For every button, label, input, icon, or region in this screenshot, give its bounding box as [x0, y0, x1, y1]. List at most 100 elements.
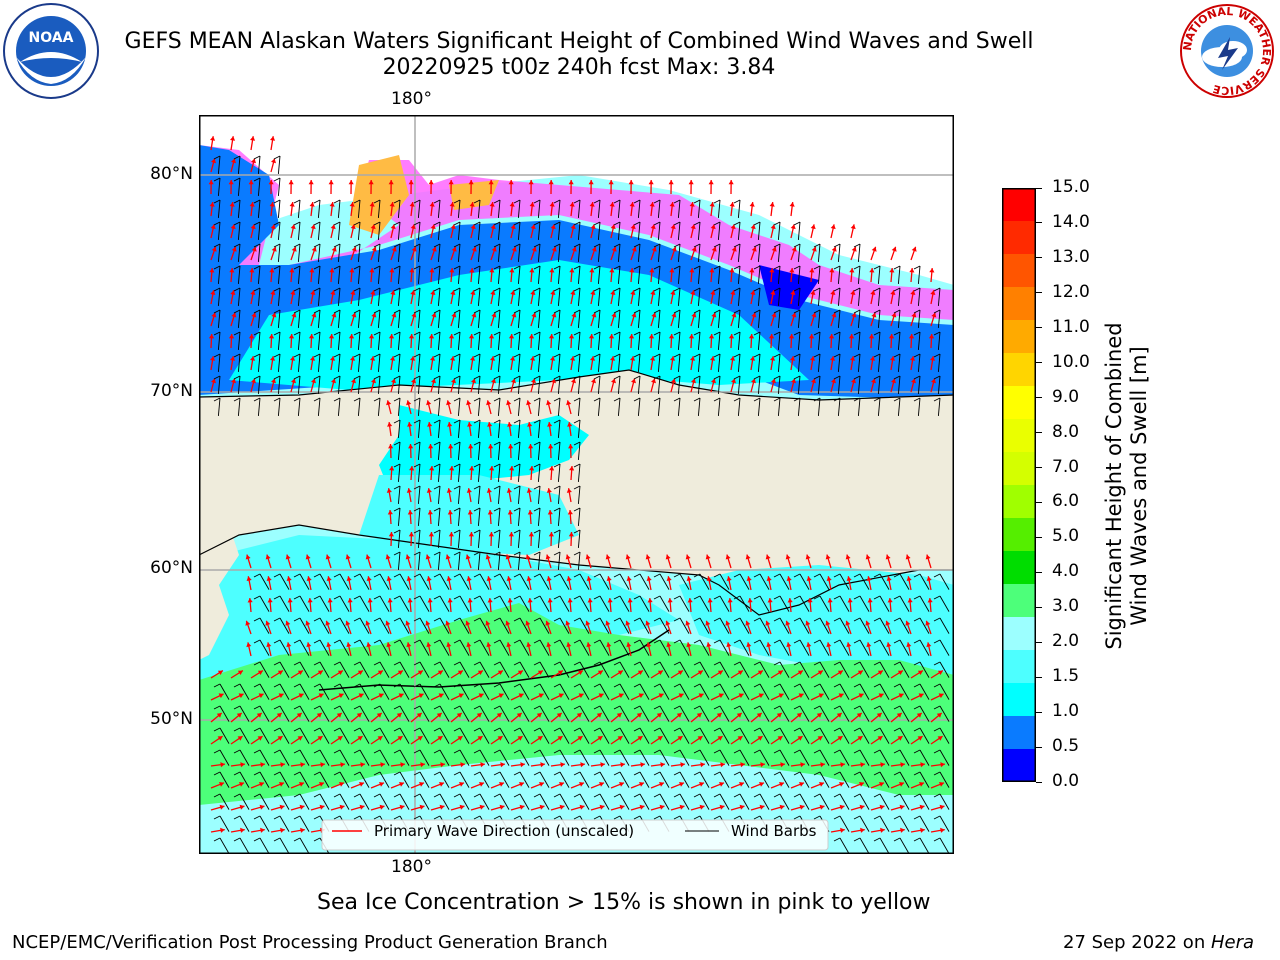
wind-barb — [933, 749, 950, 766]
wind-barb — [293, 265, 301, 284]
wave-arrow-head — [820, 762, 825, 768]
wind-barb — [813, 727, 830, 744]
wave-arrow-head — [488, 444, 494, 449]
wind-barb — [553, 727, 570, 744]
wave-arrow-head — [511, 246, 517, 252]
colorbar-tick-label: 7.0 — [1052, 456, 1080, 477]
wave-arrow-head — [620, 762, 625, 768]
wind-barb — [893, 331, 901, 350]
wave-arrow-head — [408, 180, 414, 185]
wind-barb — [333, 243, 341, 262]
wave-arrow-head — [930, 290, 936, 295]
wave-arrow-head — [730, 290, 736, 295]
wind-barb — [453, 243, 461, 262]
wave-arrow-head — [730, 224, 736, 230]
wave-arrow-head — [779, 782, 784, 787]
wave-arrow-head — [557, 736, 563, 741]
wave-arrow-head — [425, 554, 431, 560]
wave-arrow-head — [676, 713, 682, 718]
wind-barb — [253, 309, 261, 328]
wave-arrow-head — [709, 202, 715, 207]
wind-barb — [453, 441, 461, 460]
wind-barb — [793, 749, 810, 766]
wave-arrow-head — [390, 224, 396, 230]
wave-arrow-head — [699, 804, 705, 810]
wave-arrow-head — [846, 642, 852, 648]
wind-barb — [613, 727, 630, 744]
wave-arrow-head — [651, 378, 656, 384]
wind-barb — [433, 661, 450, 678]
wave-arrow-head — [310, 356, 316, 361]
wave-arrow-head — [639, 804, 645, 810]
wind-barb — [393, 287, 401, 306]
wave-arrow-head — [565, 554, 571, 560]
wave-arrow-head — [386, 576, 392, 581]
wind-barb — [373, 199, 381, 218]
wind-barb — [473, 221, 481, 240]
wind-barb — [493, 771, 510, 788]
sea-ice-note: Sea Ice Concentration > 15% is shown in … — [317, 890, 931, 915]
wave-arrow-head — [468, 532, 474, 537]
wave-arrow-head — [445, 620, 451, 626]
wave-arrow-head — [251, 158, 256, 164]
wind-barb — [713, 375, 721, 394]
colorbar-tick-label: 8.0 — [1052, 421, 1080, 442]
wave-arrow-head — [536, 713, 542, 718]
wind-barb — [753, 661, 770, 678]
wave-arrow-head — [530, 356, 536, 361]
wind-barb — [553, 793, 570, 810]
wind-barb — [633, 331, 641, 350]
wave-arrow-head — [491, 246, 497, 252]
wind-barb — [733, 595, 750, 612]
wave-arrow-head — [311, 378, 316, 384]
wave-arrow-head — [377, 670, 383, 675]
wind-barb — [713, 287, 721, 306]
wave-arrow-head — [217, 670, 223, 675]
wind-barb — [653, 331, 661, 350]
wind-barb — [433, 683, 450, 700]
wind-barb — [893, 771, 910, 788]
wave-arrow-head — [526, 576, 532, 581]
wind-barb — [453, 331, 461, 350]
wave-arrow-head — [537, 670, 543, 675]
wind-barb — [413, 749, 430, 766]
wave-arrow-head — [611, 378, 616, 384]
wave-arrow-head — [546, 642, 552, 648]
colorbar-segment — [1002, 584, 1036, 618]
wave-arrow-head — [931, 378, 936, 384]
wind-barb — [213, 287, 221, 306]
wind-barb — [853, 309, 861, 328]
wave-arrow-head — [230, 224, 236, 230]
wind-barb — [593, 749, 610, 766]
wave-arrow-head — [387, 422, 393, 427]
wave-arrow-head — [710, 224, 716, 230]
wind-barb — [553, 595, 570, 612]
wind-barb — [853, 793, 870, 810]
wind-barb — [433, 573, 450, 590]
wind-barb — [913, 573, 930, 590]
wind-barb — [513, 485, 521, 504]
wind-barb — [513, 683, 530, 700]
wind-barb — [533, 221, 541, 240]
wind-barb — [433, 639, 450, 656]
wind-barb — [673, 199, 681, 218]
wave-arrow-head — [528, 334, 535, 339]
wind-barb — [273, 155, 281, 174]
wind-barb — [393, 661, 410, 678]
wind-barb — [913, 331, 921, 350]
wave-arrow-head — [259, 782, 264, 787]
wind-barb — [693, 375, 701, 394]
wave-arrow-head — [677, 670, 683, 675]
wind-barb — [693, 287, 701, 306]
wind-barb — [673, 397, 681, 416]
wind-barb — [413, 441, 421, 460]
wave-arrow-head — [648, 180, 654, 185]
wave-arrow-head — [547, 510, 553, 515]
wave-arrow-head — [826, 576, 832, 581]
wave-arrow-head — [571, 246, 577, 252]
wind-barb — [633, 243, 641, 262]
wave-arrow-head — [826, 642, 832, 648]
wind-barb — [213, 749, 230, 766]
wind-barb — [793, 243, 801, 262]
wind-barb — [513, 793, 530, 810]
